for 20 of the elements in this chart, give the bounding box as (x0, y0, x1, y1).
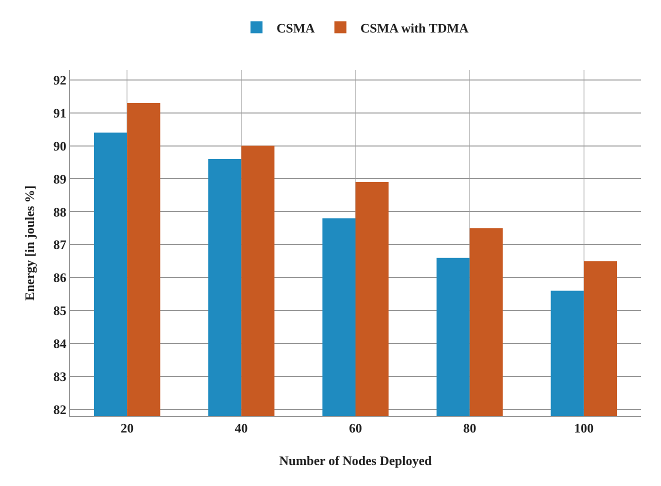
legend-label: CSMA (276, 20, 316, 36)
x-tick-label: 20 (120, 420, 134, 436)
x-tick-label: 40 (234, 420, 248, 436)
y-tick-label: 85 (53, 303, 67, 318)
y-tick-label: 88 (53, 204, 67, 220)
y-axis-title: Energy [in joules %] (22, 185, 37, 301)
y-tick-label: 91 (53, 105, 66, 120)
y-tick-label: 87 (53, 237, 67, 252)
x-tick-label: 80 (463, 420, 476, 436)
y-tick-label: 84 (53, 336, 67, 352)
y-tick-label: 92 (53, 72, 66, 88)
y-tick-label: 83 (53, 369, 67, 384)
y-tick-label: 90 (53, 138, 66, 154)
legend-label: CSMA with TDMA (360, 20, 470, 36)
x-tick-label: 100 (574, 420, 594, 436)
x-axis-title: Number of Nodes Deployed (279, 453, 433, 468)
y-tick-label: 82 (53, 402, 66, 417)
y-tick-label: 89 (53, 171, 67, 186)
x-tick-label: 60 (349, 420, 362, 436)
y-tick-label: 86 (53, 270, 67, 286)
